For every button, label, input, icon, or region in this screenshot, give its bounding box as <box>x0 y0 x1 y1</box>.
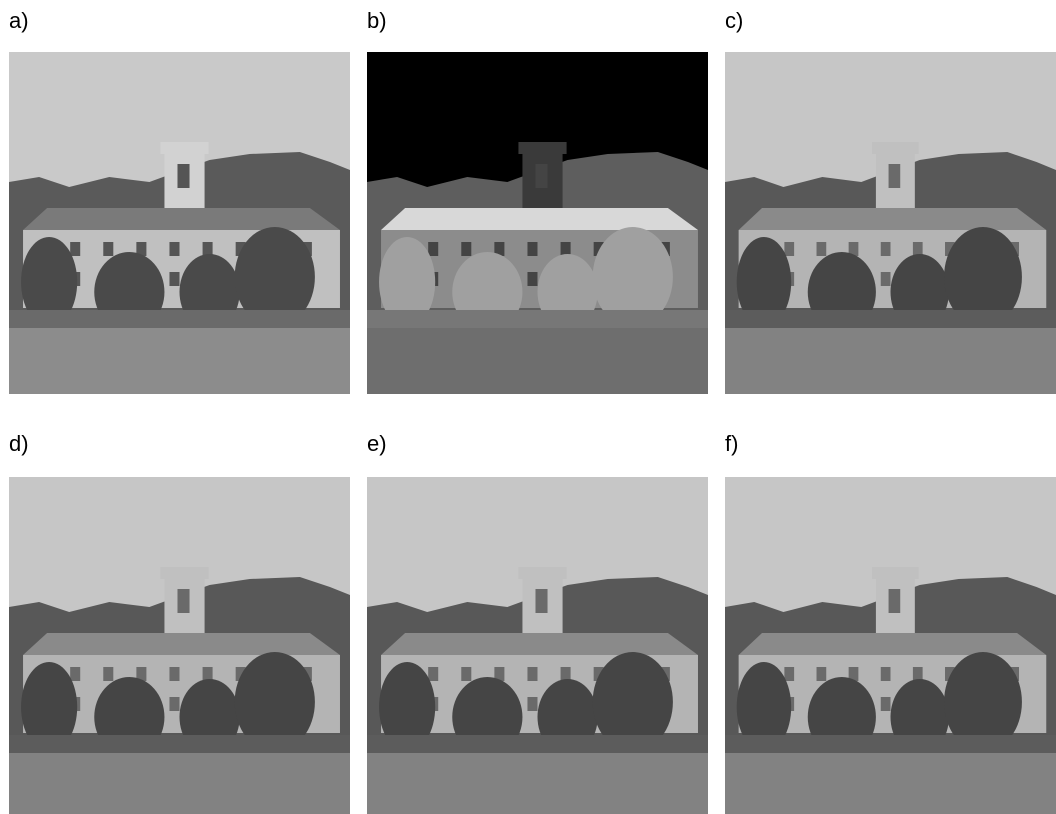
window <box>428 242 438 256</box>
water <box>9 328 350 394</box>
panel-image <box>367 477 708 814</box>
roof <box>23 208 340 230</box>
tower-top <box>160 567 208 579</box>
window <box>561 667 571 681</box>
window <box>169 667 179 681</box>
window <box>881 697 891 711</box>
window <box>203 242 213 256</box>
window <box>817 242 827 256</box>
window <box>169 697 179 711</box>
window <box>913 242 923 256</box>
window <box>784 667 794 681</box>
water <box>725 328 1056 394</box>
panel-image <box>9 477 350 814</box>
panel-image <box>367 52 708 394</box>
panel-image <box>725 477 1056 814</box>
window <box>103 667 113 681</box>
water <box>367 753 708 814</box>
roof <box>381 208 698 230</box>
window <box>203 667 213 681</box>
window <box>461 667 471 681</box>
window <box>784 242 794 256</box>
window <box>169 242 179 256</box>
roof <box>23 633 340 655</box>
panel-image <box>725 52 1056 394</box>
water <box>9 753 350 814</box>
panel-label: a) <box>9 8 29 34</box>
quay <box>725 735 1056 753</box>
window <box>461 242 471 256</box>
window <box>428 667 438 681</box>
tower-top <box>518 142 566 154</box>
tower-top <box>160 142 208 154</box>
window <box>70 242 80 256</box>
panel-label: b) <box>367 8 387 34</box>
panel-label: d) <box>9 431 29 457</box>
panel-label: e) <box>367 431 387 457</box>
tower-top <box>872 142 919 154</box>
window <box>527 697 537 711</box>
tower-window <box>177 164 189 188</box>
roof <box>739 208 1047 230</box>
window <box>527 272 537 286</box>
quay <box>725 310 1056 328</box>
water <box>725 753 1056 814</box>
window <box>527 242 537 256</box>
window <box>881 667 891 681</box>
window <box>817 667 827 681</box>
window <box>169 272 179 286</box>
quay <box>367 735 708 753</box>
window <box>103 242 113 256</box>
roof <box>381 633 698 655</box>
tower-window <box>889 589 901 613</box>
panel-image <box>9 52 350 394</box>
water <box>367 328 708 394</box>
roof <box>739 633 1047 655</box>
tower-window <box>889 164 901 188</box>
window <box>881 272 891 286</box>
window <box>527 667 537 681</box>
tower-top <box>872 567 919 579</box>
tower-window <box>535 589 547 613</box>
panel-label: f) <box>725 431 738 457</box>
tower-window <box>535 164 547 188</box>
quay <box>9 310 350 328</box>
quay <box>9 735 350 753</box>
figure: a) b) c) d) e) f) <box>0 0 1056 814</box>
window <box>881 242 891 256</box>
tower-top <box>518 567 566 579</box>
window <box>913 667 923 681</box>
tower-window <box>177 589 189 613</box>
quay <box>367 310 708 328</box>
window <box>70 667 80 681</box>
window <box>561 242 571 256</box>
panel-label: c) <box>725 8 743 34</box>
